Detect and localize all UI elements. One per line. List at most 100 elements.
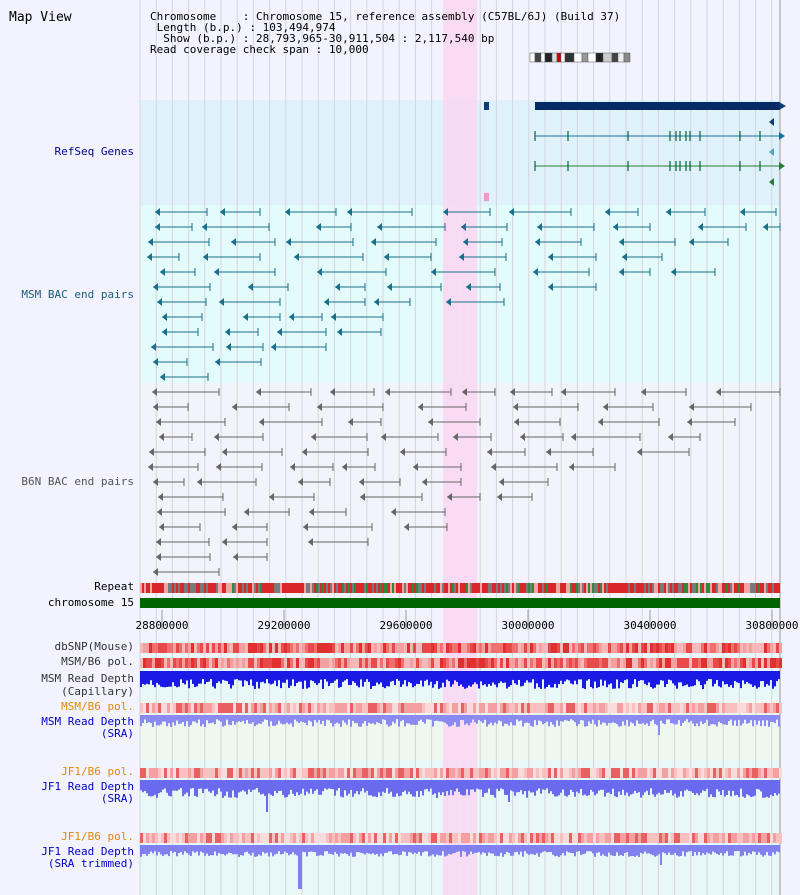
jf1-pol2-mark — [251, 833, 254, 843]
repeat-mark — [170, 583, 172, 593]
jf1-pol-mark — [713, 768, 716, 778]
msm-pol-mark — [413, 658, 416, 668]
repeat-mark — [270, 583, 272, 593]
msm-sra-depth-bar — [148, 715, 150, 723]
jf1-pol2-mark — [230, 833, 233, 843]
msm-cap-depth-bar — [776, 671, 778, 682]
msm-cap-depth-bar — [322, 671, 324, 689]
dbsnp-mark — [176, 643, 179, 653]
repeat-mark — [334, 583, 336, 593]
msm-cap-depth-bar — [496, 671, 498, 688]
jf1-pol2-mark — [566, 833, 569, 843]
dbsnp-mark — [218, 643, 221, 653]
msm-pol2-mark — [563, 703, 566, 713]
msm-sra-depth-bar — [160, 715, 162, 725]
msm-cap-depth-bar — [710, 671, 712, 680]
msm-cap-depth-bar — [578, 671, 580, 680]
jf1-trim-depth-bar — [170, 845, 172, 852]
jf1-trim-depth-bar — [482, 845, 484, 853]
repeat-mark — [442, 583, 444, 593]
jf1-sra-depth-bar — [412, 780, 414, 797]
jf1-pol2-mark — [410, 833, 413, 843]
repeat-mark — [608, 583, 610, 593]
msm-sra-depth-bar — [688, 715, 690, 723]
msm-sra-depth-bar — [320, 715, 322, 725]
dbsnp-mark — [596, 643, 599, 653]
jf1-trim-depth-bar — [324, 845, 326, 852]
msm-pol2-mark — [227, 703, 230, 713]
msm-sra-depth-bar — [420, 715, 422, 720]
jf1-sra-depth-bar — [246, 780, 248, 795]
msm-pol-mark — [248, 658, 251, 668]
dbsnp-mark — [431, 643, 434, 653]
jf1-trim-depth-bar — [572, 845, 574, 854]
dbsnp-mark — [302, 643, 305, 653]
repeat-mark — [542, 583, 544, 593]
repeat-mark — [350, 583, 352, 593]
repeat-mark — [330, 583, 332, 593]
repeat-mark — [258, 583, 260, 593]
msm-cap-depth-bar — [318, 671, 320, 684]
b6n-bac-pair-end — [447, 493, 452, 501]
msm-bac-pair-end — [605, 208, 610, 216]
msm-sra-depth-bar — [454, 715, 456, 723]
jf1-trim-depth-bar — [718, 845, 720, 855]
msm-cap-depth-bar — [714, 671, 716, 684]
jf1-sra-depth-bar — [240, 780, 242, 792]
msm-cap-depth-bar — [510, 671, 512, 686]
repeat-mark — [346, 583, 348, 593]
msm-pol-mark — [143, 658, 146, 668]
repeat-mark — [278, 583, 280, 593]
msm-sra-depth-bar — [172, 715, 174, 723]
msm-sra-depth-bar — [362, 715, 364, 724]
b6n-bac-pair-end — [668, 433, 673, 441]
dbsnp-mark — [521, 643, 524, 653]
jf1-sra-depth-bar — [584, 780, 586, 795]
dbsnp-mark — [623, 643, 626, 653]
jf1-pol2-mark — [344, 833, 347, 843]
msm-sra-depth-bar — [544, 715, 546, 724]
msm-cap-depth-bar — [512, 671, 514, 680]
msm-pol2-mark — [371, 703, 374, 713]
msm-bac-pair-end — [289, 313, 294, 321]
jf1-sra-depth-bar — [628, 780, 630, 797]
jf1-sra-depth-bar — [594, 780, 596, 796]
msm-sra-depth-bar — [518, 715, 520, 722]
jf1-sra-depth-bar — [682, 780, 684, 797]
msm-sra-depth-bar — [408, 715, 410, 724]
jf1-pol2-mark — [761, 833, 764, 843]
jf1-pol2-mark — [494, 833, 497, 843]
jf1-pol2-mark — [689, 833, 692, 843]
msm-bac-pair-end — [148, 238, 153, 246]
jf1-pol2-mark — [638, 833, 641, 843]
dbsnp-mark — [413, 643, 416, 653]
jf1-trim-depth-bar — [448, 845, 450, 854]
msm-cap-depth-bar — [358, 671, 360, 688]
msm-cap-depth-bar — [148, 671, 150, 685]
repeat-mark — [158, 583, 160, 593]
jf1-sra-depth-bar — [518, 780, 520, 793]
msm-cap-depth-bar — [756, 671, 758, 689]
jf1-sra-depth-bar — [756, 780, 758, 789]
jf1-sra-depth-bar — [174, 780, 176, 791]
msm-sra-depth-bar — [328, 715, 330, 721]
jf1-sra-depth-bar — [154, 780, 156, 795]
jf1-trim-depth-bar — [534, 845, 536, 855]
msm-pol2-mark — [632, 703, 635, 713]
repeat-mark — [424, 583, 426, 593]
repeat-mark — [264, 583, 266, 593]
jf1-sra-depth-bar — [320, 780, 322, 795]
track-label-msm-depth-sra-2: (SRA) — [100, 727, 134, 740]
msm-cap-depth-bar — [580, 671, 582, 680]
msm-pol-mark — [716, 658, 719, 668]
jf1-sra-depth-bar — [228, 780, 230, 798]
track-label-msm-pol-2: MSM/B6 pol. — [61, 700, 134, 713]
msm-sra-depth-bar — [440, 715, 442, 722]
dbsnp-mark — [476, 643, 479, 653]
jf1-pol-mark — [227, 768, 230, 778]
jf1-pol-mark — [605, 768, 608, 778]
msm-pol-mark — [683, 658, 686, 668]
jf1-sra-depth-bar — [774, 780, 776, 794]
jf1-sra-depth-bar — [220, 780, 222, 792]
jf1-sra-depth-bar — [298, 780, 300, 796]
